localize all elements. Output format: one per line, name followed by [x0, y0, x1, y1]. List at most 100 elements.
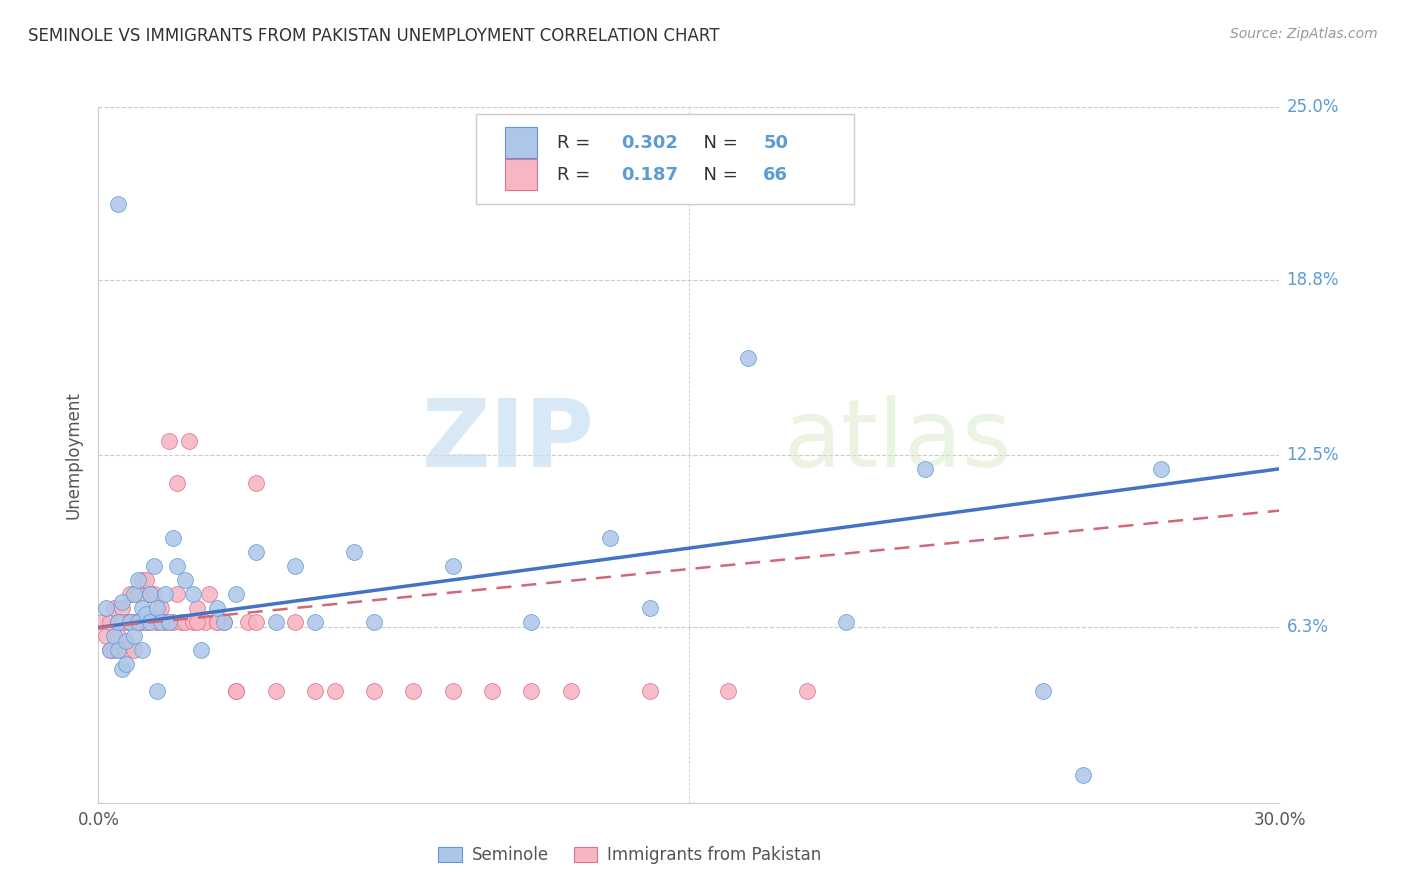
Point	[103, 642, 125, 657]
Point	[118, 615, 141, 629]
Point	[186, 615, 208, 629]
Point	[111, 662, 134, 676]
Point	[166, 475, 188, 490]
Text: N =: N =	[693, 134, 744, 152]
Text: 6.3%: 6.3%	[1286, 618, 1329, 637]
Point	[107, 615, 129, 629]
Point	[174, 615, 197, 629]
Point	[138, 587, 160, 601]
Point	[264, 615, 287, 629]
Point	[225, 684, 247, 698]
Point	[146, 601, 169, 615]
Point	[441, 559, 464, 574]
Point	[638, 684, 661, 698]
Text: 12.5%: 12.5%	[1286, 446, 1339, 464]
Point	[111, 642, 134, 657]
Point	[214, 615, 236, 629]
FancyBboxPatch shape	[505, 159, 537, 190]
Point	[520, 615, 543, 629]
Point	[162, 532, 184, 546]
Point	[481, 684, 503, 698]
Point	[127, 615, 149, 629]
Text: 25.0%: 25.0%	[1286, 98, 1339, 116]
Point	[284, 559, 307, 574]
Point	[402, 684, 425, 698]
Point	[343, 545, 366, 559]
Point	[1032, 684, 1054, 698]
Point	[1071, 768, 1094, 782]
Point	[118, 615, 141, 629]
Point	[264, 684, 287, 698]
Point	[98, 642, 121, 657]
Point	[638, 601, 661, 615]
Text: R =: R =	[557, 134, 596, 152]
Point	[118, 587, 141, 601]
Point	[835, 615, 858, 629]
Point	[131, 642, 153, 657]
Text: SEMINOLE VS IMMIGRANTS FROM PAKISTAN UNEMPLOYMENT CORRELATION CHART: SEMINOLE VS IMMIGRANTS FROM PAKISTAN UNE…	[28, 27, 720, 45]
Text: 0.302: 0.302	[621, 134, 679, 152]
Point	[107, 615, 129, 629]
Legend: Seminole, Immigrants from Pakistan: Seminole, Immigrants from Pakistan	[432, 839, 828, 871]
Point	[115, 634, 138, 648]
Point	[796, 684, 818, 698]
Point	[96, 629, 118, 643]
Point	[142, 559, 165, 574]
Point	[135, 615, 157, 629]
Point	[599, 532, 621, 546]
Point	[560, 684, 582, 698]
Point	[138, 615, 160, 629]
Point	[115, 642, 138, 657]
Point	[155, 587, 177, 601]
Point	[157, 434, 180, 448]
Text: 50: 50	[763, 134, 789, 152]
Point	[122, 642, 145, 657]
Point	[111, 601, 134, 615]
Point	[194, 615, 217, 629]
Point	[304, 615, 326, 629]
Text: 66: 66	[763, 166, 789, 184]
FancyBboxPatch shape	[505, 128, 537, 158]
Point	[181, 615, 204, 629]
Point	[107, 642, 129, 657]
Point	[131, 615, 153, 629]
Point	[138, 615, 160, 629]
Point	[155, 615, 177, 629]
Point	[190, 642, 212, 657]
Point	[135, 573, 157, 587]
Text: 0.187: 0.187	[621, 166, 679, 184]
Point	[157, 615, 180, 629]
Point	[135, 615, 157, 629]
Point	[205, 615, 228, 629]
Point	[122, 615, 145, 629]
Point	[127, 587, 149, 601]
Point	[146, 615, 169, 629]
Point	[135, 607, 157, 621]
Point	[170, 615, 193, 629]
Point	[205, 601, 228, 615]
Y-axis label: Unemployment: Unemployment	[65, 391, 83, 519]
Point	[146, 615, 169, 629]
Point	[131, 573, 153, 587]
Point	[91, 615, 114, 629]
Point	[304, 684, 326, 698]
Point	[111, 595, 134, 609]
Point	[225, 684, 247, 698]
Point	[214, 615, 236, 629]
Point	[115, 657, 138, 671]
Point	[166, 587, 188, 601]
Point	[914, 462, 936, 476]
Text: ZIP: ZIP	[422, 395, 595, 487]
Point	[131, 601, 153, 615]
Point	[98, 615, 121, 629]
Point	[150, 615, 173, 629]
Point	[107, 197, 129, 211]
Point	[103, 629, 125, 643]
Point	[441, 684, 464, 698]
Point	[717, 684, 740, 698]
Point	[127, 573, 149, 587]
Point	[150, 601, 173, 615]
Point	[737, 351, 759, 365]
Point	[142, 587, 165, 601]
Point	[323, 684, 346, 698]
